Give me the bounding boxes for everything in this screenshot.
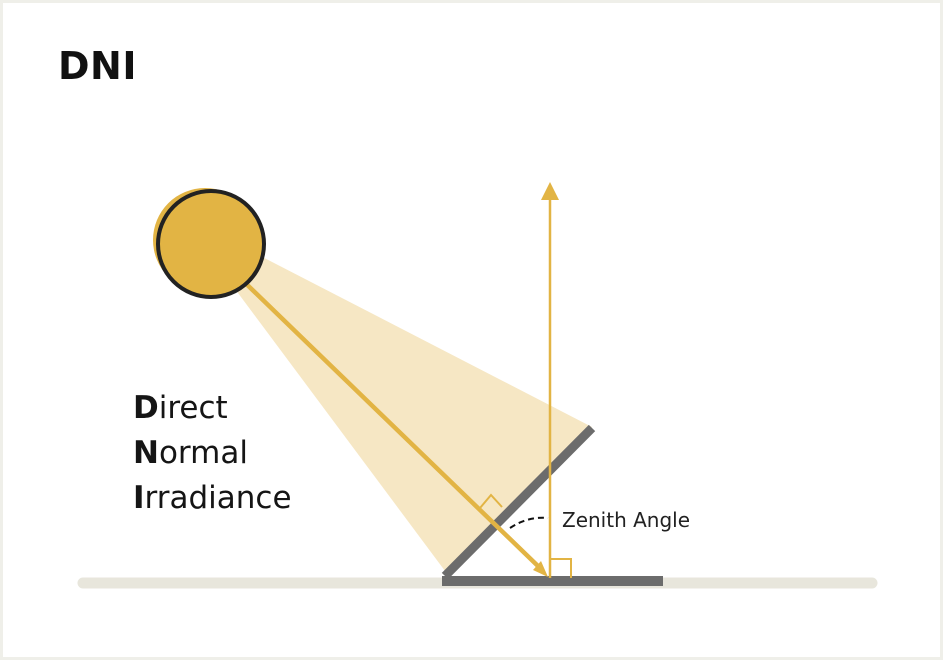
zenith-right-angle-marker-icon xyxy=(550,558,572,578)
right-angle-marker-icon xyxy=(479,493,503,509)
legend-row-irradiance: Irradiance xyxy=(133,476,292,521)
page-title: DNI xyxy=(58,44,137,88)
direct-ray-arrowhead xyxy=(533,561,548,577)
legend-initial: D xyxy=(133,390,159,426)
legend-rest: irect xyxy=(158,390,228,426)
tilted-panel xyxy=(441,424,596,580)
direct-ray xyxy=(234,272,542,570)
dashed-angle-arc-icon xyxy=(509,516,549,529)
zenith-angle-label: Zenith Angle xyxy=(562,508,691,532)
legend-rest: rradiance xyxy=(144,480,292,516)
light-beam xyxy=(181,215,592,575)
legend-rest: ormal xyxy=(158,435,248,471)
zenith-arrowhead xyxy=(541,182,559,200)
sun-icon xyxy=(156,189,266,299)
legend-initial: I xyxy=(133,480,145,516)
legend-row-normal: Normal xyxy=(133,431,292,476)
legend-row-direct: Direct xyxy=(133,386,292,431)
legend-initial: N xyxy=(133,435,159,471)
acronym-legend: Direct Normal Irradiance xyxy=(133,386,292,521)
